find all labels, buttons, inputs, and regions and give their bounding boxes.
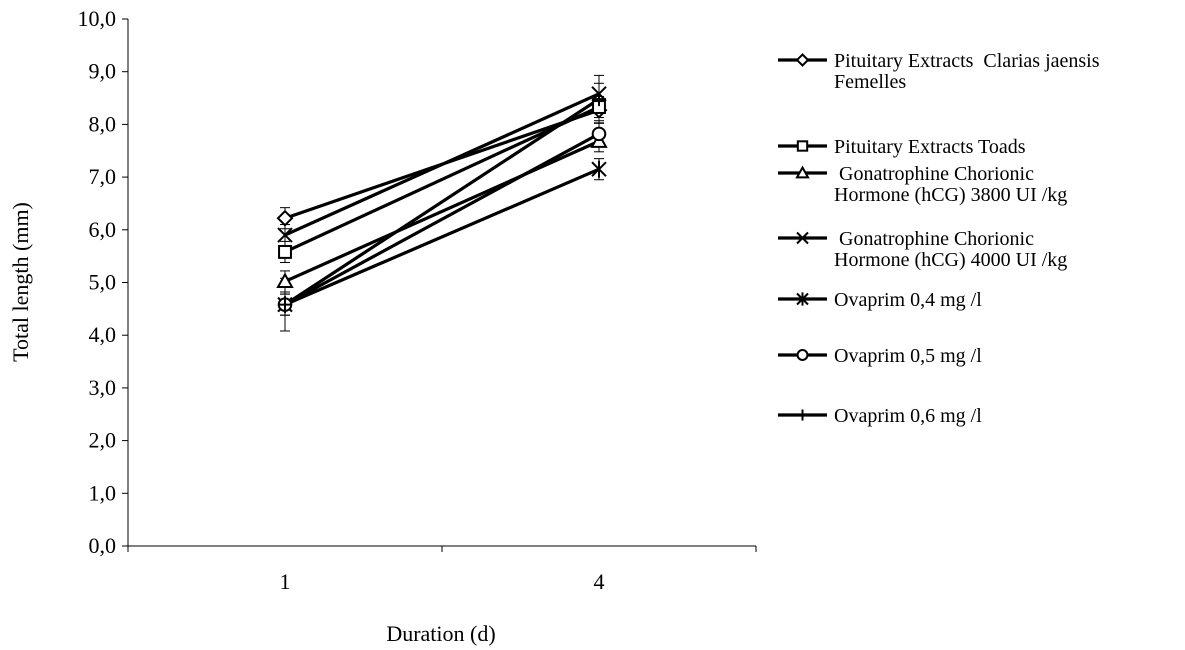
legend-label: Ovaprim 0,5 mg /l <box>834 345 982 367</box>
y-tick-label: 1,0 <box>89 480 117 505</box>
x-axis-label: Duration (d) <box>386 621 495 646</box>
y-tick-label: 0,0 <box>89 533 117 558</box>
data-point <box>591 160 607 178</box>
legend-item: Pituitary Extracts Clarias jaensisFemell… <box>778 50 1100 93</box>
legend-label: Pituitary Extracts Toads <box>834 136 1026 158</box>
y-ticks: 0,0 1,0 2,0 3,0 4,0 5,0 6,0 7,0 8,0 9,0 10,0 <box>78 6 128 558</box>
data-point <box>277 227 293 243</box>
series-line <box>284 167 600 307</box>
legend-label: Pituitary Extracts Clarias jaensis <box>834 50 1100 72</box>
y-tick-label: 3,0 <box>89 375 117 400</box>
legend-item: Pituitary Extracts Toads <box>778 136 1026 158</box>
series-line <box>284 105 600 254</box>
series-line <box>284 132 600 307</box>
data-point <box>278 297 292 312</box>
legend-label: Ovaprim 0,6 mg /l <box>834 405 982 427</box>
legend-marker <box>795 165 810 179</box>
data-point <box>278 244 292 259</box>
legend-marker <box>797 409 808 421</box>
x-tick-label: 4 <box>594 569 605 594</box>
legend-label: Ovaprim 0,4 mg /l <box>834 289 982 311</box>
legend-item: Ovaprim 0,5 mg /l <box>778 345 982 367</box>
legend-label: Femelles <box>834 71 906 93</box>
legend-item: Ovaprim 0,4 mg /l <box>778 289 982 311</box>
series-line <box>284 92 600 237</box>
y-tick-label: 4,0 <box>89 322 117 347</box>
y-tick-label: 9,0 <box>89 59 117 84</box>
data-point <box>276 272 294 289</box>
series-line <box>284 139 600 283</box>
legend-marker <box>796 140 809 152</box>
x-tick-label: 1 <box>280 569 291 594</box>
y-tick-label: 6,0 <box>89 217 117 242</box>
series-lines <box>284 92 600 307</box>
legend-label: Hormone (hCG) 3800 UI /kg <box>834 184 1067 206</box>
y-tick-label: 2,0 <box>89 428 117 453</box>
legend-marker <box>795 53 810 67</box>
markers <box>276 86 608 314</box>
legend-marker <box>796 231 809 245</box>
y-tick-label: 10,0 <box>78 6 117 31</box>
legend-marker <box>796 292 809 306</box>
series-line <box>284 97 600 306</box>
legend-label: Gonatrophine Chorionic <box>834 163 1034 185</box>
legend: Pituitary Extracts Clarias jaensisFemell… <box>778 50 1100 427</box>
y-tick-label: 5,0 <box>89 270 117 295</box>
legend-label: Hormone (hCG) 4000 UI /kg <box>834 249 1067 271</box>
legend-item: Ovaprim 0,6 mg /l <box>778 405 982 427</box>
y-axis-label: Total length (mm) <box>8 202 33 362</box>
y-tick-label: 8,0 <box>89 111 117 136</box>
data-point <box>276 209 294 227</box>
legend-marker <box>796 349 809 361</box>
data-point <box>591 126 607 142</box>
legend-label: Gonatrophine Chorionic <box>834 228 1034 250</box>
data-point <box>592 92 606 107</box>
y-tick-label: 7,0 <box>89 164 117 189</box>
